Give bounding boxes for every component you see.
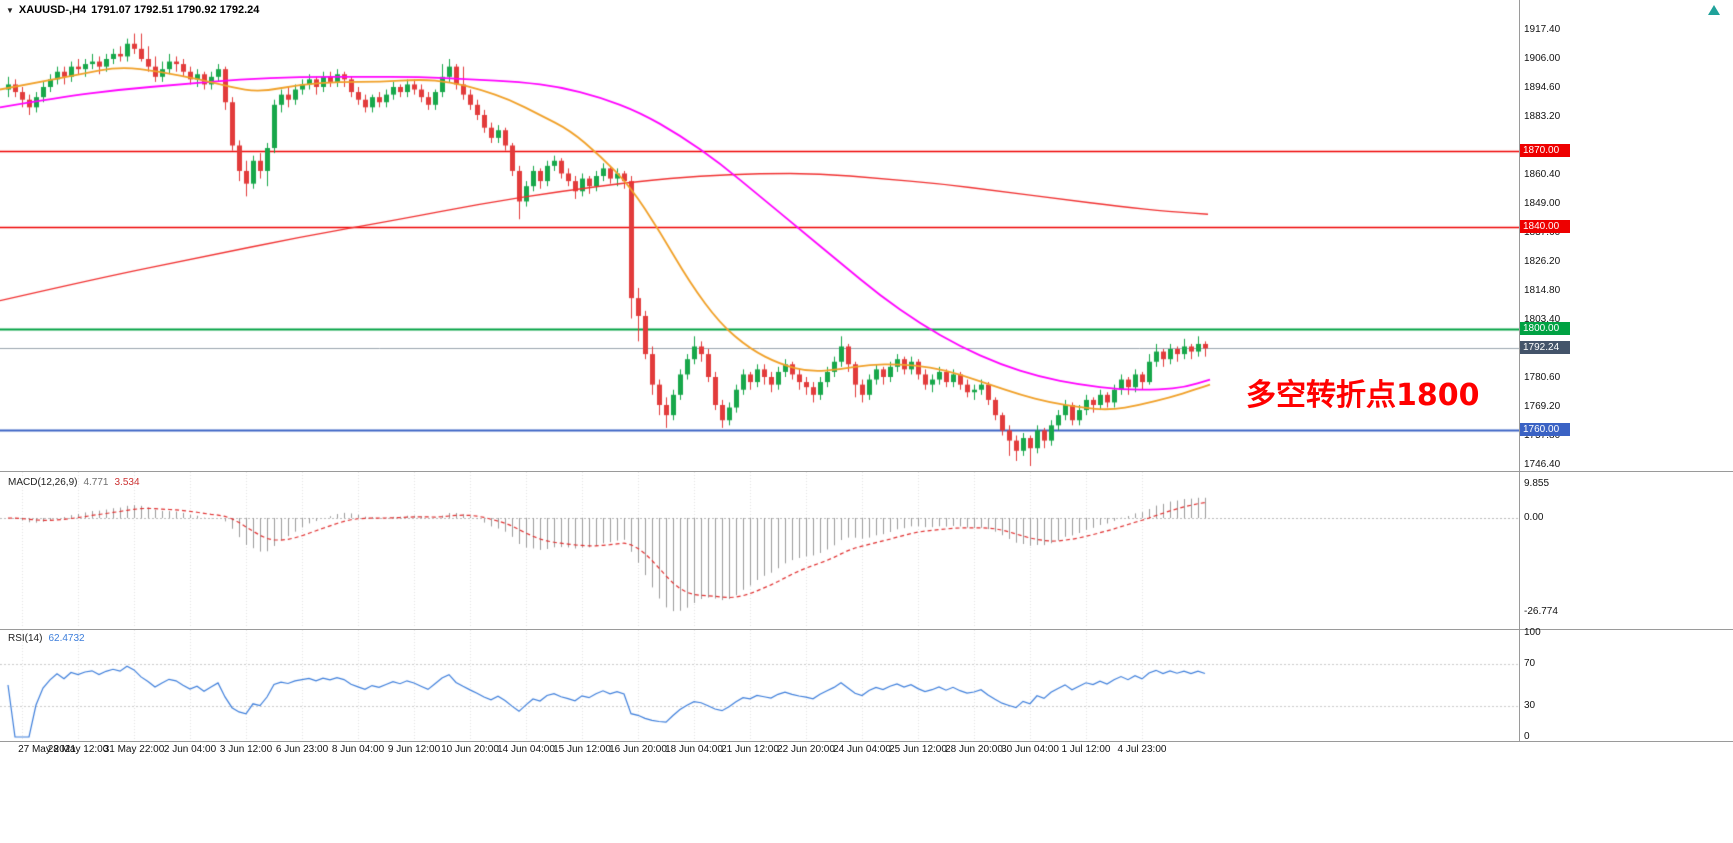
price-level-badge: 1840.00 <box>1520 219 1570 233</box>
rsi-indicator-chart[interactable] <box>0 630 1519 740</box>
current-ohlc-values: 1791.07 1792.51 1790.92 1792.24 <box>91 4 260 16</box>
chart-header: ▼ XAUUSD-,H4 1791.07 1792.51 1790.92 179… <box>6 4 259 16</box>
scroll-marker-icon[interactable] <box>1708 5 1720 15</box>
price-level-badge: 1800.00 <box>1520 321 1570 335</box>
macd-main-value: 4.771 <box>83 477 109 488</box>
time-axis-label: 2 Jun 04:00 <box>163 744 217 755</box>
time-axis-label: 28 May 12:00 <box>47 744 109 755</box>
price-axis-label: 1917.40 <box>1524 24 1561 35</box>
macd-indicator-name: MACD(12,26,9) <box>8 477 78 488</box>
macd-axis-label: 9.855 <box>1524 477 1550 489</box>
price-axis-label: 1780.60 <box>1524 372 1561 384</box>
time-axis-label: 6 Jun 23:00 <box>275 744 329 755</box>
time-axis-label: 22 Jun 20:00 <box>777 744 835 755</box>
price-axis-label: 1803.40 <box>1524 314 1561 326</box>
price-axis-label: 1883.20 <box>1524 111 1561 122</box>
macd-axis-label: 0.00 <box>1524 512 1544 523</box>
price-axis-label: 1894.60 <box>1524 82 1561 93</box>
price-level-badge: 1792.24 <box>1520 341 1570 355</box>
price-axis-label: 1769.20 <box>1524 401 1561 413</box>
panel-separator <box>0 741 1733 742</box>
rsi-axis-label: 0 <box>1524 731 1530 742</box>
macd-signal-value: 3.534 <box>114 477 140 488</box>
time-axis-label: 24 Jun 04:00 <box>833 744 891 755</box>
chart-menu-icon[interactable]: ▼ <box>6 5 14 15</box>
price-axis-label: 1826.20 <box>1524 256 1561 267</box>
price-axis-label: 1814.80 <box>1524 285 1561 296</box>
rsi-axis-label: 30 <box>1524 699 1536 711</box>
macd-indicator-chart[interactable] <box>0 472 1519 628</box>
macd-axis-label: -26.774 <box>1524 605 1558 617</box>
time-axis-label: 3 Jun 12:00 <box>219 744 273 755</box>
time-axis-label: 1 Jul 12:00 <box>1061 744 1111 755</box>
time-axis-label: 30 Jun 04:00 <box>1001 744 1059 755</box>
time-axis-label: 4 Jul 23:00 <box>1117 744 1167 755</box>
time-axis-label: 21 Jun 12:00 <box>721 744 779 755</box>
macd-panel-label: MACD(12,26,9) 4.771 3.534 <box>8 477 140 488</box>
price-level-badge: 1760.00 <box>1520 423 1570 437</box>
time-axis-label: 31 May 22:00 <box>103 744 165 755</box>
time-axis-label: 8 Jun 04:00 <box>331 744 385 755</box>
price-axis-label: 1746.40 <box>1524 459 1561 471</box>
rsi-value: 62.4732 <box>48 633 85 644</box>
chart-text-annotation: 多空转折点1800 <box>1246 378 1480 413</box>
time-axis-label: 28 Jun 20:00 <box>945 744 1003 755</box>
symbol-timeframe-label: XAUUSD-,H4 <box>18 4 87 16</box>
time-axis-label: 27 May 2021 <box>18 744 76 755</box>
main-price-chart[interactable] <box>0 0 1519 471</box>
rsi-axis-label: 100 <box>1524 627 1541 638</box>
time-axis-label: 9 Jun 12:00 <box>387 744 441 755</box>
rsi-axis-label: 70 <box>1524 658 1536 670</box>
price-axis-label: 1849.00 <box>1524 198 1561 209</box>
time-axis-label: 14 Jun 04:00 <box>497 744 555 755</box>
price-axis-label: 1906.00 <box>1524 53 1561 64</box>
time-axis-label: 10 Jun 20:00 <box>441 744 499 755</box>
panel-separator[interactable] <box>0 471 1733 472</box>
price-level-badge: 1870.00 <box>1520 143 1570 157</box>
panel-separator[interactable] <box>0 629 1733 630</box>
rsi-indicator-name: RSI(14) <box>8 633 43 644</box>
price-axis-border <box>1519 0 1520 741</box>
rsi-panel-label: RSI(14) 62.4732 <box>8 633 85 644</box>
time-axis-label: 25 Jun 12:00 <box>889 744 947 755</box>
price-axis-label: 1860.40 <box>1524 169 1561 180</box>
time-axis-label: 18 Jun 04:00 <box>665 744 723 755</box>
time-axis-label: 16 Jun 20:00 <box>609 744 667 755</box>
time-axis-label: 15 Jun 12:00 <box>553 744 611 755</box>
